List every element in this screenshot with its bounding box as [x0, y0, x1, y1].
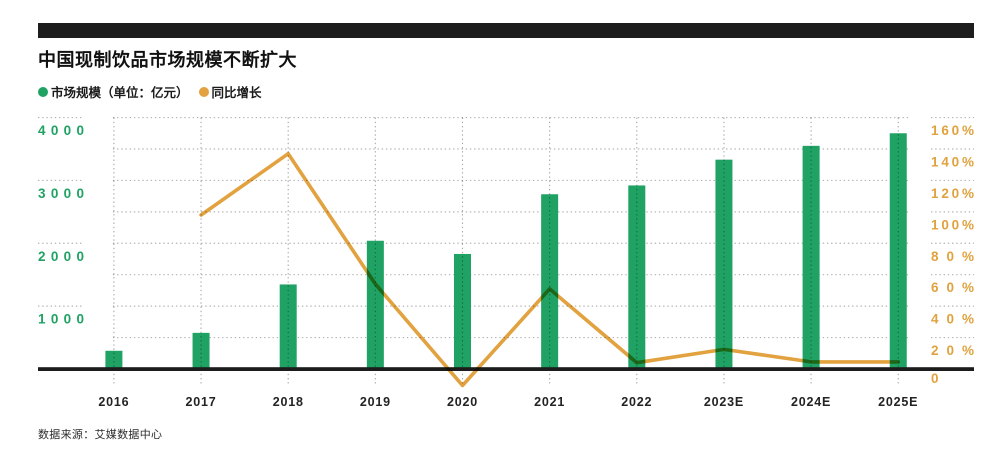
x-tick-2016: 2016	[98, 395, 129, 409]
x-tick-2023E: 2023E	[704, 395, 744, 409]
bar-2018	[279, 284, 297, 369]
right-axis-tick-140pct: 140%	[931, 154, 974, 169]
left-axis-tick-3000: 3000	[38, 186, 84, 201]
x-tick-2022: 2022	[621, 395, 652, 409]
legend-item-yoy-growth: 同比增长	[198, 82, 262, 101]
top-banner-bar	[38, 23, 974, 38]
x-tick-2020: 2020	[447, 395, 478, 409]
left-axis-ticks: 1000 2000 3000 4000	[38, 123, 84, 327]
bar-2017	[192, 332, 210, 369]
legend-marker-yoy-growth	[198, 86, 209, 97]
horizontal-gridlines	[38, 116, 974, 339]
x-axis-ticks: 2016 2017 2018 2019 2020 2021 2022 2023E 2024E 20…	[98, 395, 918, 409]
legend-item-market-size: 市场规模（单位：亿元）	[38, 82, 189, 101]
right-axis-tick-0: 0	[931, 371, 939, 386]
left-axis-tick-1000: 1000	[38, 312, 84, 327]
bar-2025E	[889, 133, 907, 369]
right-axis-tick-100pct: 100%	[931, 217, 974, 232]
right-axis-tick-160pct: 160%	[931, 123, 974, 138]
legend-label-market-size: 市场规模（单位：亿元）	[51, 86, 189, 100]
source-note: 数据来源：艾媒数据中心	[38, 429, 163, 441]
right-axis-tick-120pct: 120%	[931, 186, 974, 201]
x-tick-2017: 2017	[186, 395, 217, 409]
bar-2023E	[715, 159, 733, 369]
right-axis-tick-40pct: 40%	[931, 312, 974, 327]
right-axis-tick-20pct: 20%	[931, 343, 974, 358]
x-axis-line	[38, 367, 974, 371]
chart-title: 中国现制饮品市场规模不断扩大	[38, 50, 297, 70]
x-tick-2024E: 2024E	[791, 395, 831, 409]
left-axis-tick-4000: 4000	[38, 123, 84, 138]
right-axis-ticks: 0 20% 40% 60% 80% 100% 120% 140% 160%	[931, 123, 974, 386]
x-tick-2021: 2021	[534, 395, 565, 409]
vertical-gridlines	[113, 117, 899, 386]
bar-2019	[366, 240, 384, 369]
x-tick-2025E: 2025E	[878, 395, 918, 409]
left-axis-tick-2000: 2000	[38, 249, 84, 264]
legend: 市场规模（单位：亿元） 同比增长	[38, 82, 272, 101]
right-axis-tick-60pct: 60%	[931, 280, 974, 295]
yoy-growth-line	[199, 151, 901, 388]
x-tick-2018: 2018	[273, 395, 304, 409]
bars-series	[105, 133, 907, 369]
legend-marker-market-size	[38, 86, 48, 97]
x-tick-2019: 2019	[360, 395, 391, 409]
right-axis-tick-80pct: 80%	[931, 249, 974, 264]
bar-2016	[105, 350, 123, 369]
legend-label-yoy-growth: 同比增长	[211, 86, 262, 100]
